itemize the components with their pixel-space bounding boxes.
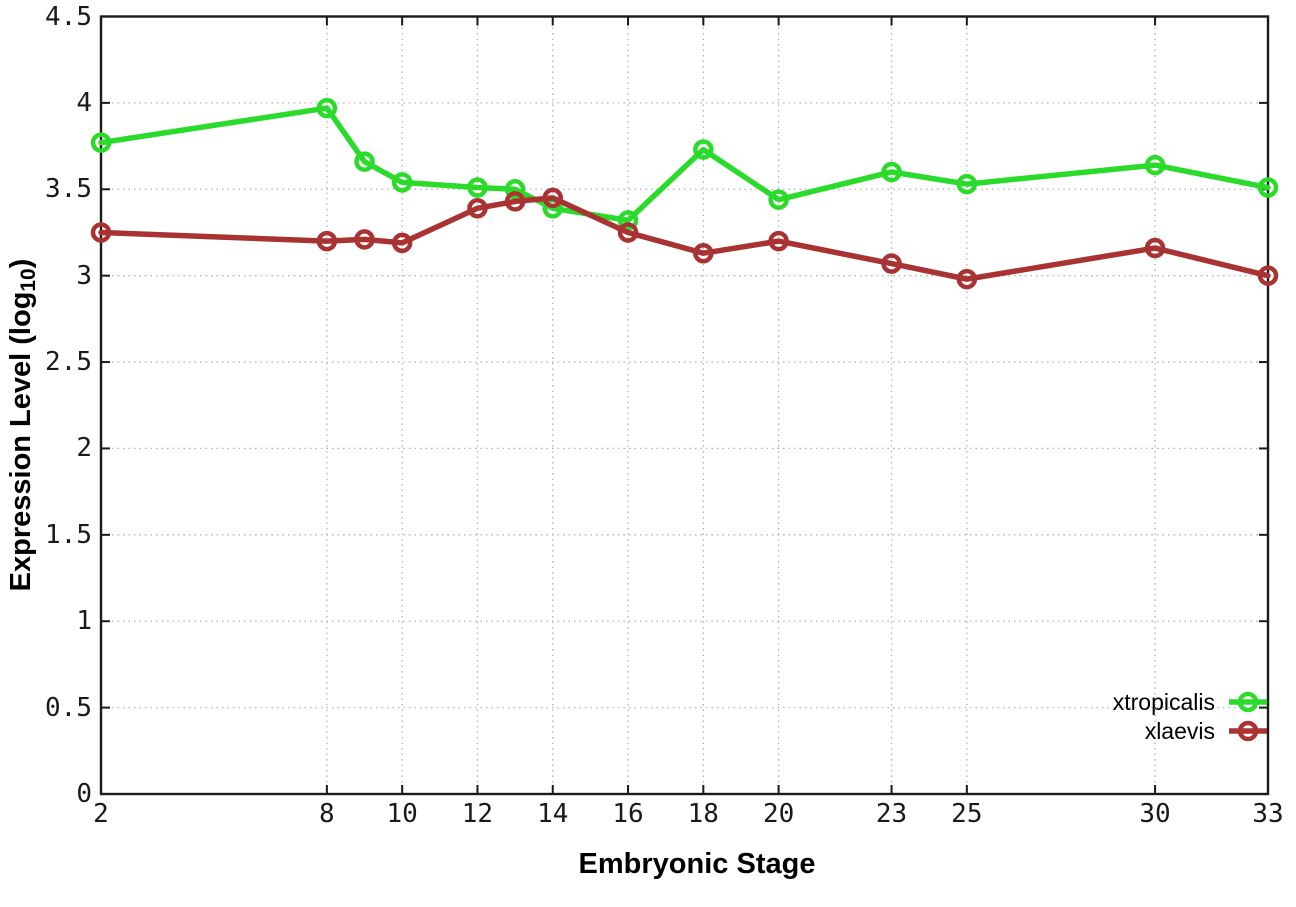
gridlines [100, 16, 1269, 794]
y-axis-title-text: Expression Level (log [5, 291, 37, 592]
x-tick-label: 2 [93, 799, 109, 829]
data-point-marker [467, 198, 488, 219]
data-point-marker [768, 230, 789, 252]
y-tick-label: 2.5 [45, 347, 92, 378]
y-tick-label: 0 [76, 779, 92, 809]
y-tick-label: 1 [76, 606, 92, 637]
data-point-marker [316, 230, 338, 252]
data-point-marker [316, 97, 338, 119]
data-point-marker [617, 222, 639, 243]
x-tick-label: 8 [319, 799, 335, 829]
y-tick-label: 1.5 [45, 519, 92, 550]
legend-marker-samples [1229, 691, 1267, 742]
y-tick-label: 2 [76, 433, 92, 464]
data-point-marker [467, 177, 488, 198]
data-series [90, 97, 1279, 290]
y-axis-title: Expression Level (log10) [5, 205, 41, 645]
x-tick-label: 12 [461, 799, 494, 829]
x-tick-label: 14 [537, 799, 569, 829]
y-tick-label: 3.5 [45, 174, 92, 205]
series-line-xlaevis [98, 195, 1271, 282]
data-point-marker [354, 151, 375, 172]
x-tick-label: 30 [1139, 799, 1171, 829]
data-point-marker [90, 132, 112, 153]
data-point-marker [354, 229, 375, 250]
data-point-marker [504, 191, 526, 212]
y-tick-label: 4.5 [45, 1, 92, 32]
y-tick-label: 0.5 [45, 692, 92, 723]
data-point-marker [693, 139, 714, 160]
y-axis-title-suffix: ) [5, 258, 37, 269]
plot-border [99, 15, 1270, 796]
data-point-marker [956, 268, 978, 290]
data-point-marker [1144, 154, 1166, 176]
x-tick-label: 16 [612, 799, 644, 829]
plot-border-rect [99, 15, 1270, 796]
legend-point-sample [1237, 691, 1259, 713]
data-point-marker [542, 187, 563, 209]
data-point-marker [1144, 237, 1166, 259]
series-xtropicalis [90, 97, 1279, 231]
axis-ticks [100, 15, 1269, 795]
series-xlaevis [90, 187, 1279, 290]
data-point-marker [1257, 177, 1279, 198]
x-tick-label: 25 [951, 799, 983, 829]
legend-point-sample [1237, 720, 1259, 742]
data-point-marker [504, 179, 526, 200]
data-point-marker [881, 161, 902, 183]
data-point-marker [617, 210, 639, 231]
x-tick-label: 10 [386, 799, 418, 829]
data-point-marker [90, 222, 112, 243]
x-tick-label: 23 [875, 799, 908, 829]
y-tick-label: 3 [76, 260, 92, 291]
data-point-marker [956, 173, 978, 195]
y-tick-label: 4 [76, 87, 92, 118]
data-point-marker [1257, 265, 1279, 286]
legend-entry-xlaevis: xlaevis [1144, 718, 1215, 744]
data-point-marker [881, 253, 902, 274]
x-tick-label: 20 [762, 799, 795, 829]
y-axis-title-subscript: 10 [17, 268, 41, 292]
data-point-marker [391, 172, 413, 193]
data-point-marker [768, 189, 789, 210]
x-tick-label: 18 [687, 799, 719, 829]
data-point-marker [693, 242, 714, 264]
x-axis-title: Embryonic Stage [578, 848, 816, 880]
data-point-marker [391, 232, 413, 254]
x-tick-label: 33 [1252, 799, 1284, 829]
series-line-xtropicalis [98, 105, 1271, 224]
legend-entry-xtropicalis: xtropicalis [1112, 689, 1215, 715]
